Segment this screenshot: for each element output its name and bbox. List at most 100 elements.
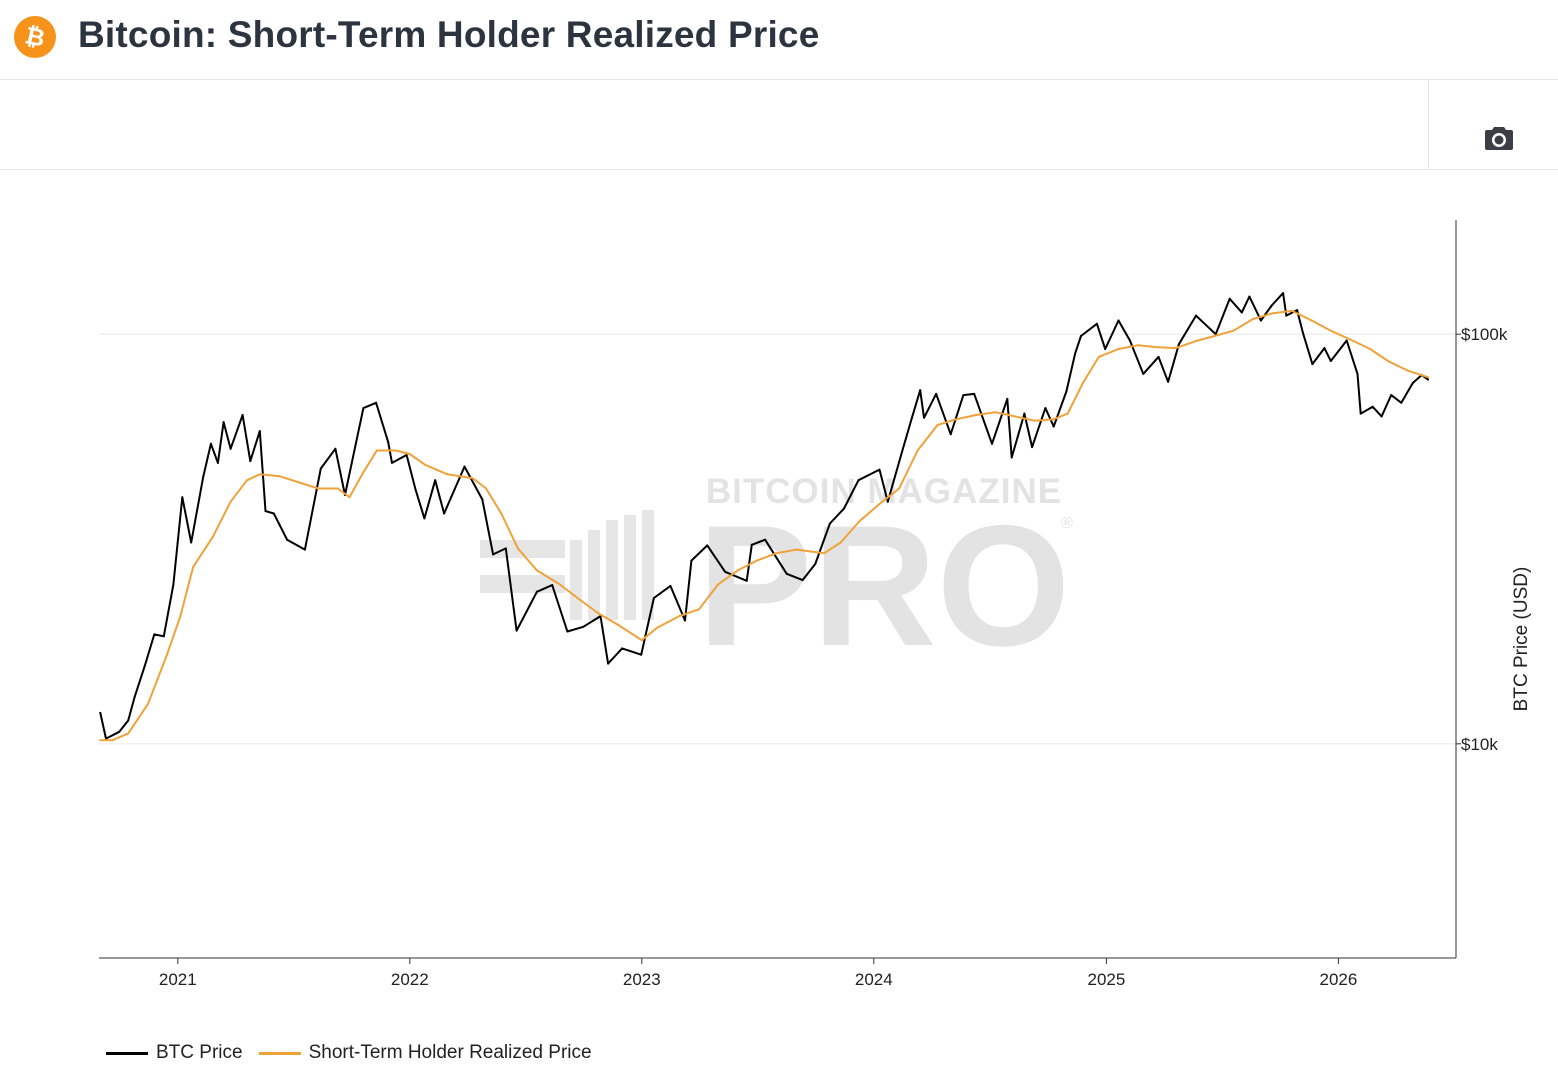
- data-point: [229, 447, 232, 450]
- data-point: [143, 664, 146, 667]
- data-point: [936, 424, 939, 427]
- y-tick-label-0: $10k: [1461, 735, 1498, 754]
- data-point: [317, 487, 320, 490]
- data-point: [973, 392, 976, 395]
- legend-item-btc-price[interactable]: BTC Price: [106, 1042, 243, 1064]
- data-point: [127, 719, 130, 722]
- data-point: [278, 475, 281, 478]
- data-point: [535, 569, 538, 572]
- watermark-line2: PRO: [698, 490, 1071, 682]
- bitcoin-logo-icon: ₿: [14, 16, 56, 58]
- data-point: [1065, 390, 1068, 393]
- data-point: [303, 548, 306, 551]
- data-point: [1213, 335, 1216, 337]
- data-point: [1031, 446, 1034, 449]
- data-point: [801, 579, 804, 582]
- data-point: [1081, 382, 1084, 384]
- data-point: [745, 579, 748, 582]
- data-point: [258, 430, 261, 433]
- data-point: [962, 394, 965, 397]
- legend-item-sth-realized-price[interactable]: Short-Term Holder Realized Price: [258, 1042, 592, 1064]
- data-point: [1285, 314, 1288, 317]
- data-point: [362, 407, 365, 410]
- data-point: [334, 447, 337, 450]
- data-point: [264, 510, 267, 513]
- data-point: [919, 389, 922, 392]
- data-point: [1296, 309, 1299, 312]
- data-point: [1345, 339, 1348, 342]
- camera-icon[interactable]: [1484, 124, 1514, 152]
- data-point: [337, 487, 339, 490]
- data-point: [955, 418, 958, 421]
- data-point: [1128, 339, 1131, 342]
- data-point: [1369, 348, 1372, 350]
- data-point: [504, 547, 507, 550]
- data-point: [1400, 401, 1403, 404]
- data-point: [146, 703, 149, 706]
- data-point: [1157, 355, 1160, 358]
- data-point: [1033, 419, 1036, 422]
- page-title: Bitcoin: Short-Term Holder Realized Pric…: [78, 14, 820, 55]
- data-point: [1311, 363, 1314, 366]
- x-tick-label-0: 2021: [159, 970, 197, 989]
- data-point: [434, 479, 437, 482]
- data-point: [823, 552, 826, 555]
- x-tick-label-3: 2024: [855, 970, 893, 989]
- data-point: [354, 442, 357, 445]
- series-sth-realized-price: [99, 309, 1429, 742]
- data-point: [1052, 425, 1055, 428]
- data-point: [558, 583, 561, 586]
- data-point: [582, 625, 585, 628]
- data-point: [1271, 312, 1274, 315]
- data-point: [1023, 412, 1026, 415]
- data-point: [698, 608, 700, 611]
- data-point: [775, 552, 778, 555]
- data-point: [216, 461, 219, 464]
- data-point: [566, 630, 569, 633]
- data-point: [578, 598, 581, 601]
- watermark: BITCOIN MAGAZINE PRO ®: [480, 472, 1073, 682]
- data-point: [179, 615, 182, 618]
- data-point: [1371, 405, 1374, 408]
- data-point: [162, 635, 165, 638]
- data-point: [516, 547, 519, 550]
- data-point: [362, 471, 365, 474]
- data-point: [878, 503, 881, 505]
- data-point: [172, 583, 175, 586]
- data-point: [1390, 394, 1393, 397]
- data-point: [391, 461, 393, 464]
- data-point: [1010, 456, 1013, 459]
- data-point: [1359, 412, 1362, 415]
- data-point: [414, 488, 417, 491]
- data-point: [272, 512, 275, 515]
- data-point: [1427, 376, 1429, 379]
- data-point: [1080, 335, 1082, 337]
- data-point: [1329, 329, 1332, 332]
- data-point: [423, 517, 426, 520]
- data-point: [481, 498, 484, 501]
- watermark-bars-icon: [480, 510, 654, 620]
- data-point: [1117, 319, 1120, 322]
- data-point: [1137, 344, 1140, 347]
- data-point: [795, 548, 798, 551]
- data-point: [1301, 331, 1304, 334]
- x-tick-label-1: 2022: [391, 970, 429, 989]
- y-tick-label-1: $100k: [1461, 325, 1508, 344]
- data-point: [1177, 343, 1180, 346]
- data-point: [1356, 372, 1359, 375]
- data-point: [690, 559, 693, 562]
- data-point: [1066, 412, 1069, 415]
- data-point: [500, 512, 503, 515]
- axes: $10k $100k 2021 2022 2023 2024 2025 2026 BTC Pri…: [99, 220, 1532, 989]
- data-point: [1044, 407, 1047, 410]
- x-tick-label-4: 2025: [1088, 970, 1126, 989]
- data-point: [1104, 348, 1107, 350]
- data-point: [678, 615, 681, 618]
- data-point: [1380, 415, 1383, 418]
- data-point: [597, 612, 600, 615]
- data-point: [492, 553, 495, 556]
- data-point: [535, 590, 538, 593]
- data-point: [1387, 360, 1389, 362]
- data-point: [1270, 304, 1273, 307]
- data-point: [842, 507, 845, 510]
